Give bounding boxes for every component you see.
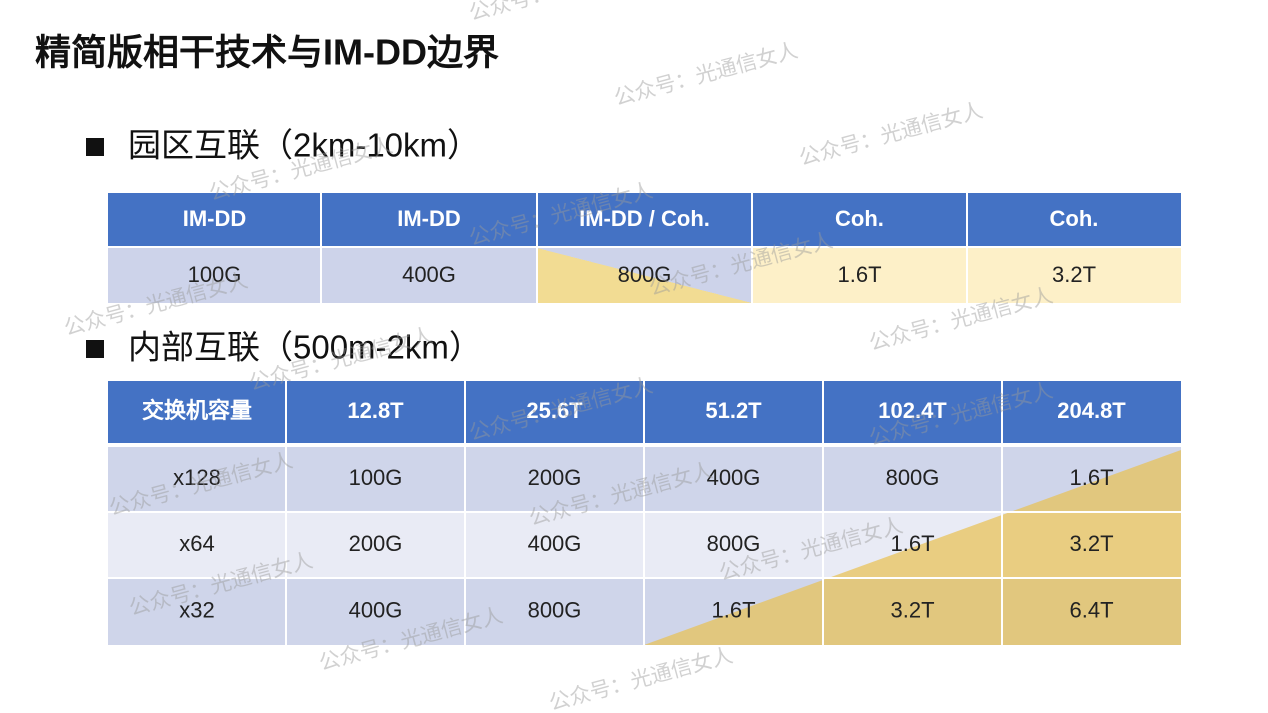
header-cell [286,381,465,443]
cell-text: 100G [349,465,403,490]
bullet [86,340,104,358]
cell-text: 200G [349,531,403,556]
cell-text: x128 [173,465,221,490]
header-text: 102.4T [878,398,947,423]
header-text: IM-DD [397,206,461,231]
cell-text: 800G [886,465,940,490]
bullet [86,138,104,156]
watermark: 公众号：光通信女人 [547,644,736,713]
cell-text: 800G [618,262,672,287]
cell-text: 6.4T [1069,597,1113,622]
header-cell [644,381,823,443]
header-text: 51.2T [705,398,762,423]
table-internal: 交换机容量 12.8T 25.6T 51.2T 102.4T 204.8T x128 100G… [108,381,1181,645]
highlight-triangle [644,450,1181,645]
header-cell [108,381,286,443]
watermark: 公众号：光通信女人 [797,99,986,170]
header-text: IM-DD [183,206,247,231]
data-cell [108,248,321,303]
data-cell [537,248,752,303]
header-text: IM-DD / Coh. [579,206,710,231]
watermark: 公众号：光通信女人 [467,0,656,25]
data-cell [321,248,537,303]
header-text: 204.8T [1057,398,1126,423]
cell-text: 400G [349,597,403,622]
header-text: 交换机容量 [142,398,252,423]
cell-text: 400G [402,262,456,287]
cell-text: x32 [179,597,214,622]
header-cell [823,381,1002,443]
cell-text: 3.2T [1069,531,1113,556]
cell-text: 800G [707,531,761,556]
header-cell [537,193,752,246]
cell-text: 1.6T [890,531,934,556]
cell-text: 1.6T [837,262,881,287]
header-cell [321,193,537,246]
table-campus: IM-DD IM-DD IM-DD / Coh. Coh. Coh. 100G 400G 80… [108,193,1181,303]
section-heading: 园区互联（2km-10km） [128,127,480,164]
cell-text: 800G [528,597,582,622]
section-heading: 内部互联（500m-2km） [128,329,482,366]
header-cell [108,193,321,246]
data-cell [752,248,967,303]
slide-title: 精简版相干技术与IM-DD边界 [35,32,499,73]
data-cell [967,248,1181,303]
cell-text: 3.2T [890,597,934,622]
cell-text: 1.6T [711,597,755,622]
header-text: Coh. [1050,206,1099,231]
header-text: Coh. [835,206,884,231]
cell-text: 400G [707,465,761,490]
header-cell [967,193,1181,246]
cell-text: 1.6T [1069,465,1113,490]
cell-text: x64 [179,531,214,556]
header-cell [1002,381,1181,443]
header-cell [752,193,967,246]
header-cell [465,381,644,443]
cell-text: 400G [528,531,582,556]
watermark: 公众号：光通信女人 [612,39,801,110]
header-text: 12.8T [347,398,404,423]
cell-text: 200G [528,465,582,490]
cell-text: 3.2T [1052,262,1096,287]
cell-text: 100G [188,262,242,287]
header-text: 25.6T [526,398,583,423]
